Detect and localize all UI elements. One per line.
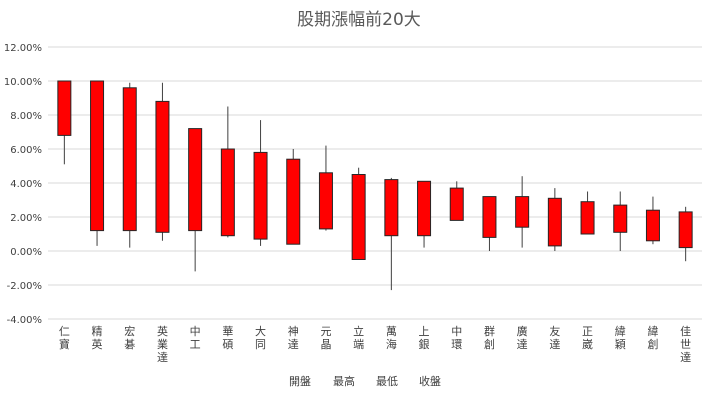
candle — [449, 181, 464, 221]
y-tick-label: 0.00% — [10, 247, 42, 258]
x-tick-label: 仁寶 — [59, 325, 70, 351]
x-tick-label: 立端 — [353, 324, 364, 351]
x-tick-label: 中環 — [451, 325, 462, 351]
candle-body — [318, 172, 333, 230]
legend: 開盤 最高 最低 收盤 — [289, 374, 441, 388]
x-tick-label: 精英 — [92, 325, 103, 351]
candle — [351, 167, 366, 260]
candle-body — [57, 80, 72, 136]
candle-body — [417, 180, 432, 237]
candle — [122, 82, 137, 248]
candle-body — [90, 80, 105, 232]
candle-body — [547, 197, 562, 247]
candle-body — [678, 211, 693, 249]
x-tick-label: 廣達 — [517, 324, 528, 351]
x-tick-label: 神達 — [288, 324, 299, 351]
candle-body — [645, 209, 660, 242]
y-tick-label: 10.00% — [4, 77, 42, 88]
x-tick-label: 元晶 — [320, 325, 331, 351]
y-tick-label: 8.00% — [10, 111, 42, 122]
y-tick-label: -2.00% — [7, 281, 42, 292]
candle-body — [449, 187, 464, 221]
candle — [417, 180, 432, 248]
candle — [384, 177, 399, 291]
y-tick-label: 2.00% — [10, 213, 42, 224]
y-tick-label: 12.00% — [4, 43, 42, 54]
x-tick-label: 友達 — [549, 324, 560, 351]
candle — [253, 120, 268, 246]
candle — [515, 176, 530, 248]
legend-entry: 最高 — [333, 374, 355, 388]
x-tick-label: 大同 — [255, 324, 266, 351]
x-tick-label: 華碩 — [222, 325, 233, 351]
y-tick-label: 4.00% — [10, 179, 42, 190]
y-tick-label: -4.00% — [7, 315, 42, 326]
y-axis-tick-labels: -4.00% -2.00% 0.00% 2.00% 4.00% 6.00% 8.00% 10.… — [4, 43, 42, 326]
candle-body — [286, 158, 301, 245]
legend-entry: 最低 — [376, 375, 398, 388]
candle — [90, 80, 105, 246]
x-tick-label: 宏碁 — [124, 324, 135, 351]
candle-body — [188, 128, 203, 232]
candle-body — [384, 179, 399, 237]
x-tick-label: 緯創 — [647, 324, 658, 351]
candle-body — [155, 100, 170, 233]
candle-body — [580, 201, 595, 235]
candle — [547, 188, 562, 251]
gridlines — [48, 46, 702, 320]
candle-body — [351, 174, 366, 260]
candle — [482, 196, 497, 251]
candle — [155, 82, 170, 241]
candle — [613, 191, 628, 251]
candle — [57, 80, 72, 165]
candle — [318, 145, 333, 231]
chart-title: 股期漲幅前20大 — [297, 10, 421, 30]
x-tick-label: 群創 — [484, 324, 495, 351]
candles — [57, 80, 693, 291]
y-tick-label: 6.00% — [10, 145, 42, 156]
candle — [678, 206, 693, 262]
legend-entry: 開盤 — [289, 375, 311, 388]
x-tick-label: 緯穎 — [615, 324, 626, 351]
legend-entry: 收盤 — [419, 374, 441, 388]
candle-body — [515, 196, 530, 228]
candle-body — [220, 148, 235, 237]
candle — [220, 106, 235, 238]
candle — [286, 149, 301, 245]
candle — [188, 128, 203, 272]
candle-body — [122, 87, 137, 232]
candle — [645, 196, 660, 245]
candle — [580, 191, 595, 235]
x-tick-label: 英業達 — [157, 324, 168, 364]
candle-body — [253, 151, 268, 240]
x-tick-label: 萬海 — [386, 325, 397, 351]
candle-body — [613, 204, 628, 233]
x-tick-label: 上銀 — [419, 325, 430, 351]
x-tick-label: 中工 — [190, 325, 201, 351]
candle-body — [482, 196, 497, 238]
x-tick-label: 佳世達 — [680, 324, 691, 364]
x-tick-label: 正崴 — [582, 325, 593, 351]
